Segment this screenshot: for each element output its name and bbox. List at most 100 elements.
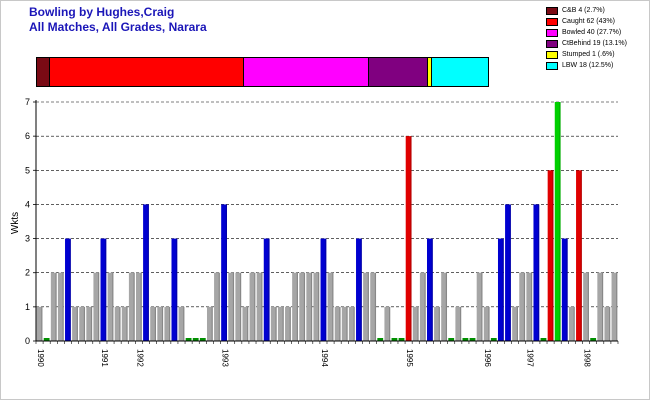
bar [462,338,469,341]
x-year-label: 1997 [526,349,535,367]
bar [171,238,178,341]
legend-item: C&B 4 (2.7%) [546,5,646,16]
y-tick-label: 4 [25,199,30,209]
bar [128,272,135,341]
bar [334,306,341,341]
bar [157,306,164,341]
summary-segment-caught [49,58,244,86]
bar-shade [339,306,341,341]
bar [604,306,611,341]
bar [214,272,220,341]
bar [320,238,327,341]
bar-shade [360,238,362,341]
legend-swatch [546,6,558,15]
chart-title: Bowling by Hughes,Craig [29,5,175,19]
bar-shade [105,238,107,341]
bar [363,272,369,341]
legend-swatch [546,17,558,26]
bar [150,306,157,341]
bar-shade [154,306,157,341]
bar [93,272,100,341]
bar-shade [389,306,391,341]
legend-label: Caught 62 (43%) [562,18,615,25]
bar-shade [76,306,78,341]
legend-item: CtBehind 19 (13.1%) [546,38,646,49]
y-tick-label: 5 [25,165,30,175]
bar-shade [133,272,135,341]
bar-shade [538,204,540,341]
bar [476,272,483,341]
bar [583,272,589,341]
bar [206,306,213,341]
bar [57,272,64,341]
bar [79,306,86,341]
bar-shade [98,272,100,341]
legend-label: LBW 18 (12.5%) [562,62,614,69]
legend: C&B 4 (2.7%) Caught 62 (43%) Bowled 40 (27… [546,5,646,71]
bar-shade [83,306,86,341]
bar-shade [62,272,64,341]
bar [398,338,405,341]
bar-shade [303,272,306,341]
bar-shade [516,306,518,341]
bar [285,306,291,341]
bar-shade [431,238,433,341]
bar [327,272,334,341]
x-year-label: 1991 [100,349,109,367]
bar [505,204,511,341]
bar-shade [55,272,57,341]
bar [526,272,533,341]
bar [512,306,518,341]
bar [313,272,320,341]
bar-shade [481,272,483,341]
bar [192,338,199,341]
bar-shade [119,306,121,341]
bar [228,272,235,341]
bar-shade [353,306,355,341]
bar [554,102,561,341]
bar-shade [183,306,185,341]
bar [299,272,306,341]
bar [412,306,419,341]
bar-shade [161,306,164,341]
summary-segment-stumped [428,58,432,86]
bar-shade [587,272,589,341]
bar [72,306,78,341]
bar [483,306,490,341]
bar [427,238,433,341]
bar [533,204,540,341]
bar-shade [580,170,582,341]
summary-segment-lbw [431,58,488,86]
bar-shade [218,272,220,341]
x-year-label: 1993 [221,349,230,367]
y-tick-label: 1 [25,302,30,312]
dismissal-summary-bar [36,57,489,87]
bar [263,238,270,341]
bar [441,272,448,341]
bar-shade [268,238,270,341]
legend-label: C&B 4 (2.7%) [562,7,605,14]
bar [419,272,426,341]
bar-shade [41,306,43,341]
bar [377,338,384,341]
legend-label: Bowled 40 (27.7%) [562,29,622,36]
bar [270,306,277,341]
bar-shade [616,272,618,341]
bar [348,306,355,341]
legend-label: CtBehind 19 (13.1%) [562,40,627,47]
bar-shade [566,238,568,341]
bar-shade [601,272,604,341]
legend-item: Stumped 1 (.6%) [546,49,646,60]
bar-shade [609,306,611,341]
y-tick-label: 7 [25,97,30,107]
bar [292,272,298,341]
legend-item: Caught 62 (43%) [546,16,646,27]
bar [256,272,263,341]
bar [36,306,43,341]
bar [568,306,575,341]
bar [497,238,504,341]
legend-swatch [546,28,558,37]
legend-swatch [546,39,558,48]
y-tick-label: 2 [25,268,30,278]
bar [341,306,348,341]
